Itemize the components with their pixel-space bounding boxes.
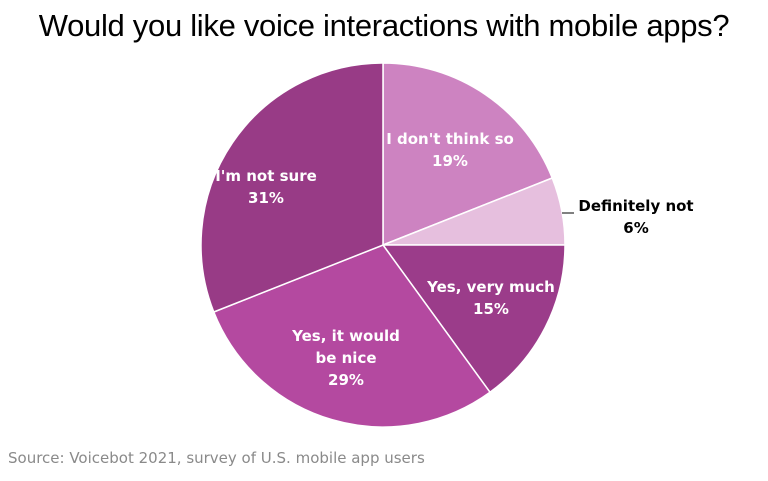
pie-slice-2 xyxy=(381,244,566,394)
slice-percent-0: 19% xyxy=(432,152,468,170)
slice-label-3: be nice xyxy=(315,349,376,367)
pie-slice-0 xyxy=(382,62,554,247)
slice-percent-3: 29% xyxy=(328,371,364,389)
slice-percent-2: 15% xyxy=(473,300,509,318)
pie-slice-4 xyxy=(200,62,384,313)
slice-label-2: Yes, very much xyxy=(426,278,555,296)
source-note: Source: Voicebot 2021, survey of U.S. mo… xyxy=(8,449,425,467)
slice-label-1: Definitely not xyxy=(578,197,693,215)
slice-percent-1: 6% xyxy=(623,219,648,237)
slice-label-0: I don't think so xyxy=(386,130,514,148)
slice-percent-4: 31% xyxy=(248,189,284,207)
slice-label-4: I'm not sure xyxy=(215,167,317,185)
slice-label-3: Yes, it would xyxy=(291,327,400,345)
pie-slice-3 xyxy=(212,244,492,428)
chart-title: Would you like voice interactions with m… xyxy=(38,8,730,43)
